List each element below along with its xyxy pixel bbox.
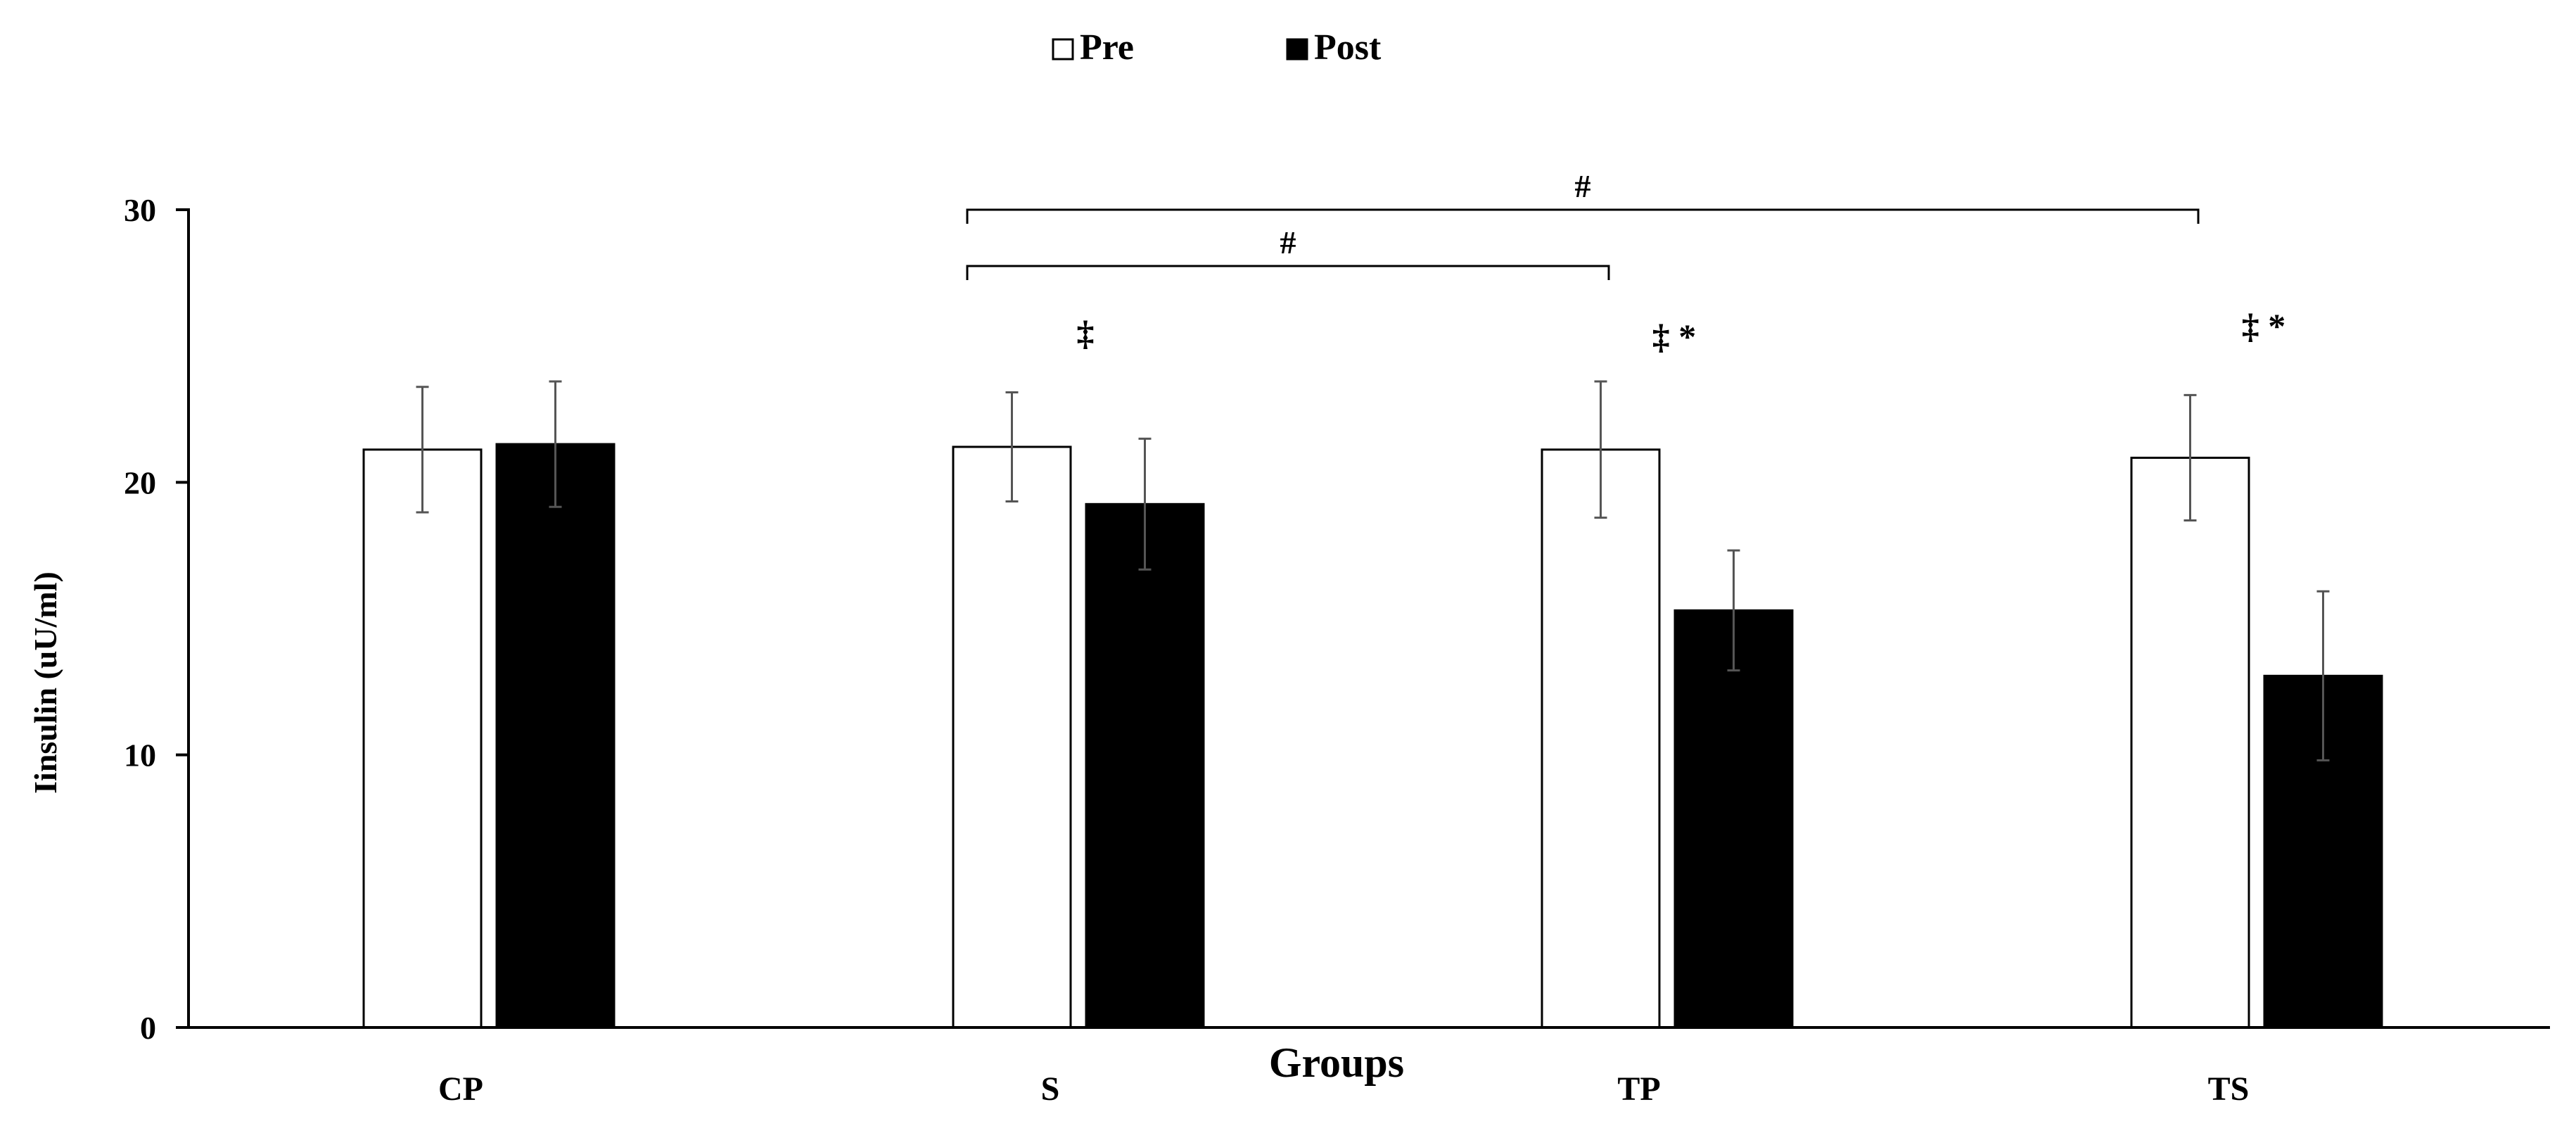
- bracket-label: #: [1280, 224, 1296, 260]
- y-tick-label: 20: [124, 464, 156, 500]
- legend-swatch-post: [1286, 38, 1308, 61]
- annotations: ‡ ‡ * ‡ *: [1077, 306, 2286, 356]
- x-tick-label-cp: CP: [438, 1070, 483, 1108]
- bracket-s-tp: [966, 265, 1610, 280]
- y-tick-label: 0: [140, 1010, 156, 1046]
- bar-pre-ts: [2130, 456, 2250, 1029]
- legend-label-pre: Pre: [1080, 27, 1134, 68]
- significance-marker-tp: ‡ *: [1652, 317, 1697, 356]
- bar-post-tp: [1673, 609, 1794, 1029]
- bar-pre-s: [952, 445, 1072, 1029]
- legend: Pre Post: [1052, 27, 1382, 68]
- significance-marker-ts: ‡ *: [2242, 306, 2286, 346]
- bar-post-s: [1085, 502, 1205, 1029]
- bracket-label: #: [1575, 168, 1591, 204]
- significance-brackets: ##: [966, 168, 2200, 280]
- legend-swatch-pre: [1052, 38, 1074, 61]
- bars: [362, 443, 2383, 1029]
- x-tick-label-s: S: [1041, 1070, 1060, 1108]
- x-tick-label-tp: TP: [1617, 1070, 1660, 1108]
- bracket-s-ts: [966, 208, 2200, 224]
- legend-label-post: Post: [1314, 27, 1382, 68]
- bar-post-cp: [495, 443, 616, 1029]
- y-axis-ticks: 0 10 20 30: [124, 192, 189, 1046]
- y-tick-label: 10: [124, 738, 156, 773]
- bar-pre-tp: [1541, 448, 1661, 1029]
- y-axis-label: Iinsulin (uU/ml): [27, 571, 63, 794]
- x-tick-label-ts: TS: [2208, 1070, 2250, 1108]
- x-axis-label: Groups: [1269, 1039, 1404, 1086]
- y-tick-label: 30: [124, 192, 156, 228]
- x-axis-ticks: CP S TP TS: [438, 1070, 2249, 1108]
- bar-pre-cp: [362, 448, 483, 1029]
- error-bars: [416, 380, 2330, 761]
- significance-marker-s: ‡: [1077, 313, 1095, 353]
